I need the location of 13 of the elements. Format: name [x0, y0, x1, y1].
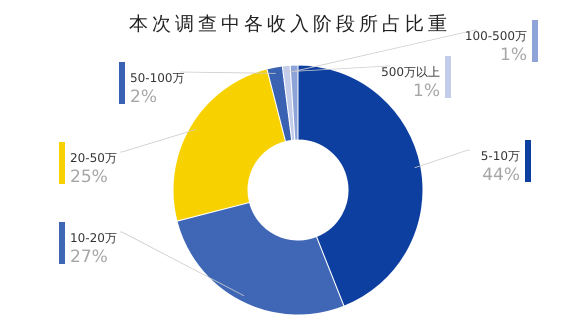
slice-label: 500万以上: [381, 65, 440, 79]
chart-title: 本次调查中各收入阶段所占比重: [129, 13, 451, 35]
slice-label: 20-50万: [70, 151, 117, 165]
data-label: 27%: [70, 247, 108, 267]
data-label: 44%: [482, 165, 520, 185]
slice-label: 10-20万: [70, 231, 117, 245]
slice-label: 5-10万: [480, 149, 520, 163]
data-label: 25%: [70, 167, 108, 187]
data-label: 1%: [500, 45, 527, 65]
slice-label: 50-100万: [130, 71, 185, 85]
slice-label: 100-500万: [464, 29, 527, 43]
data-label: 2%: [130, 87, 157, 107]
data-label: 1%: [413, 81, 440, 101]
